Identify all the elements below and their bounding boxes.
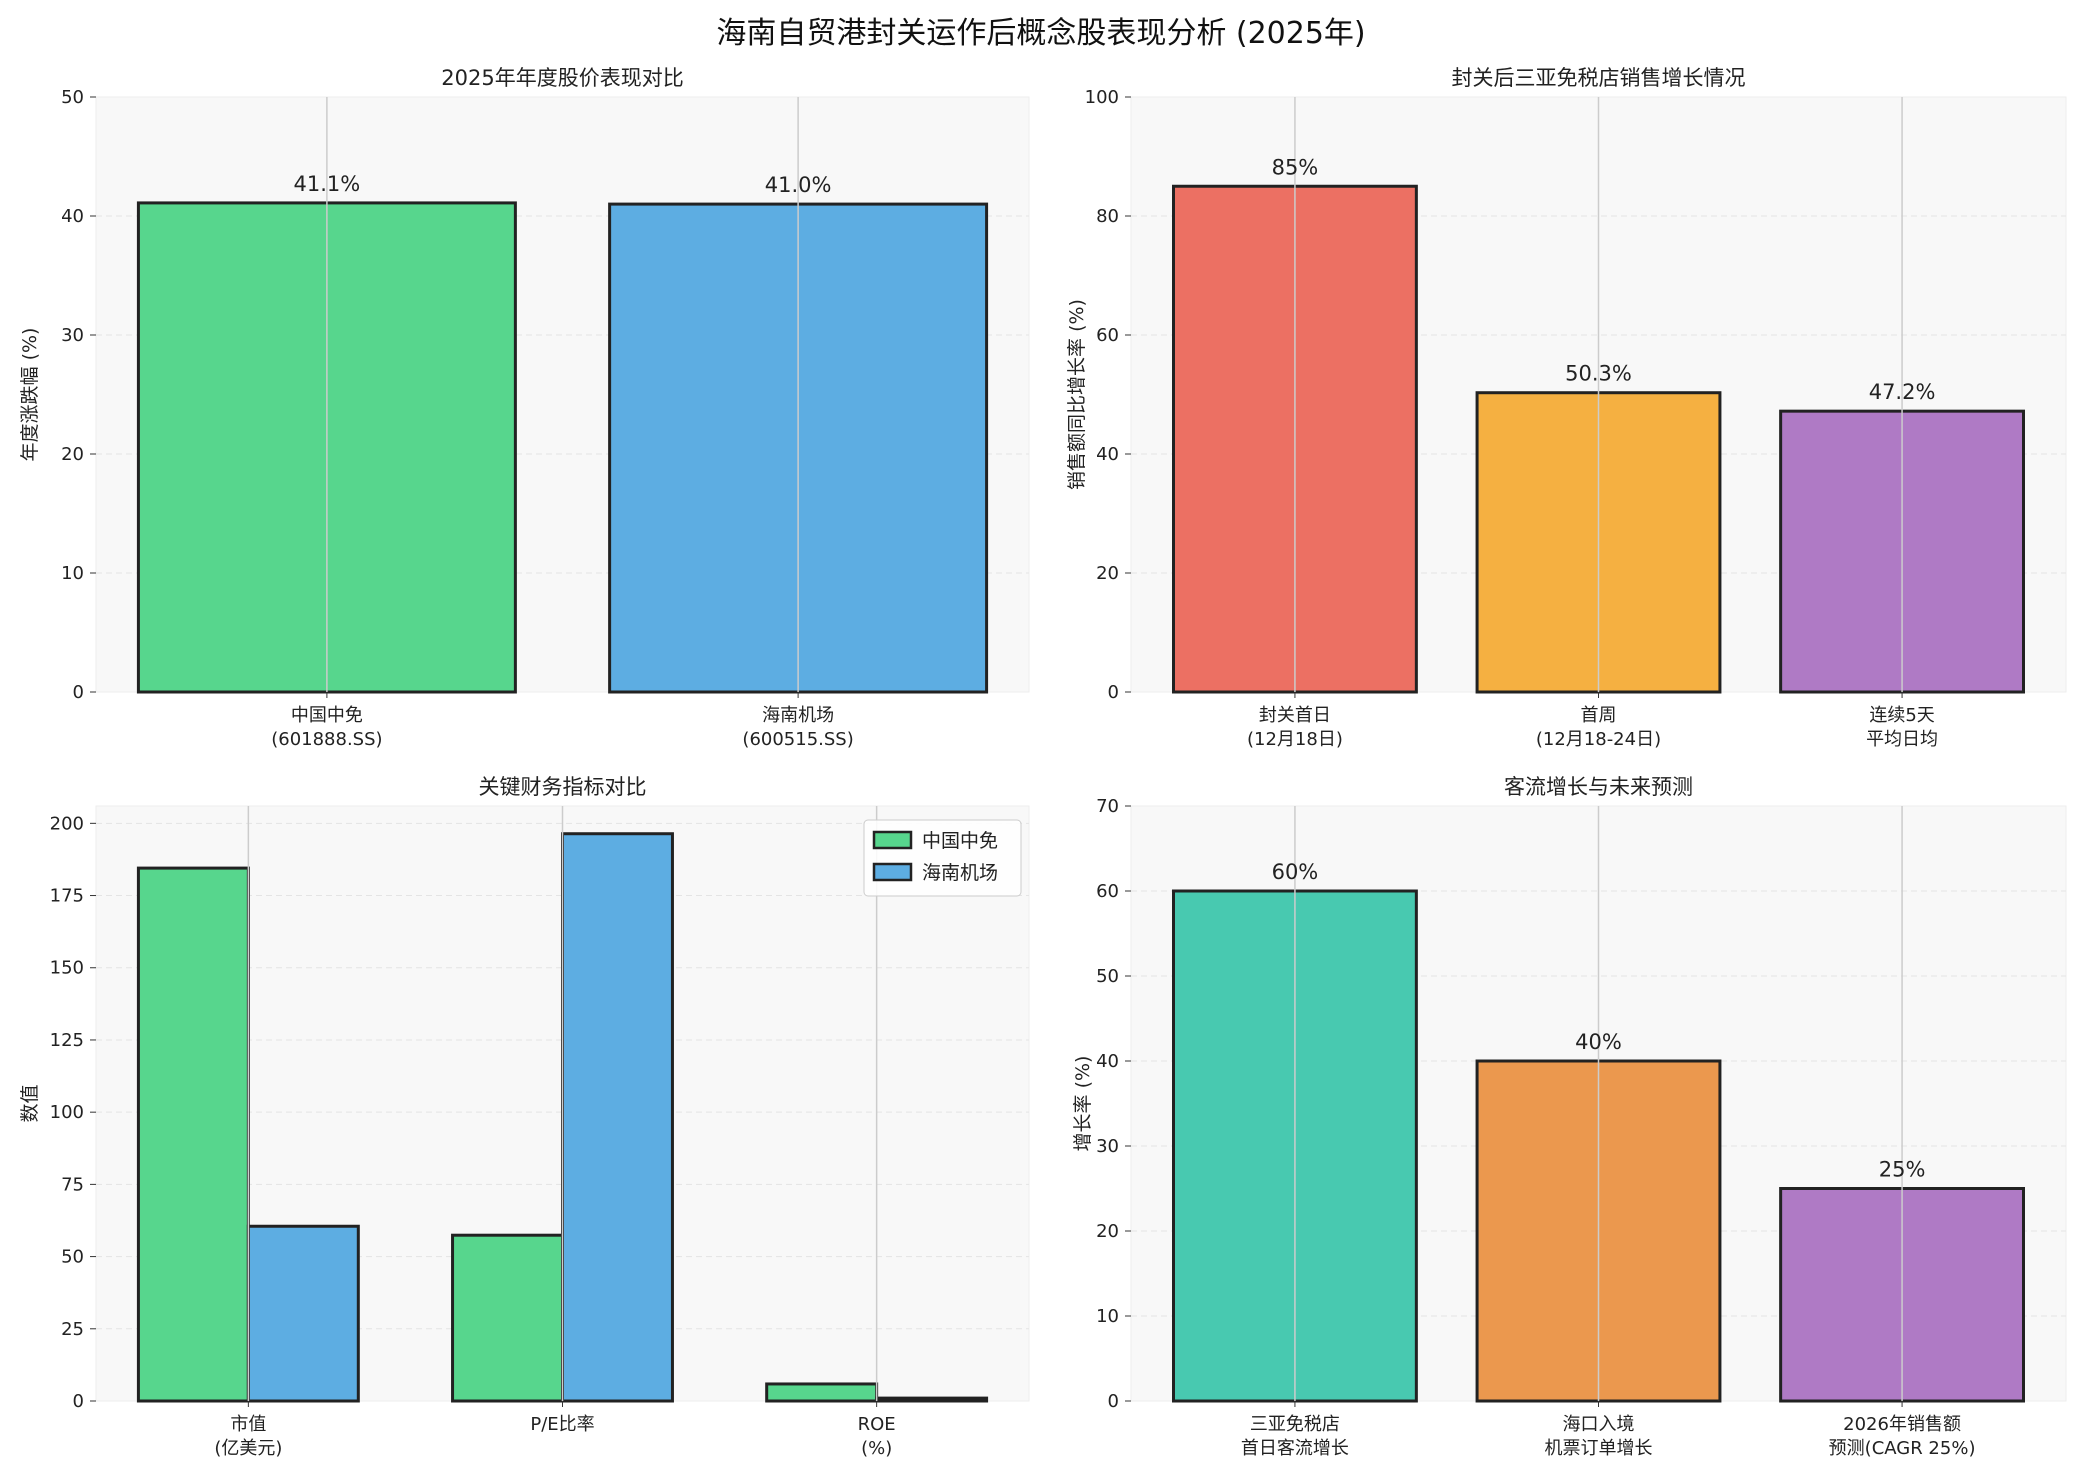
bar-value-label: 85% bbox=[1272, 155, 1319, 179]
y-tick-label: 175 bbox=[50, 886, 84, 907]
chart-title: 2025年年度股价表现对比 bbox=[441, 66, 683, 90]
x-tick-label: (%) bbox=[861, 1438, 892, 1459]
y-tick-label: 40 bbox=[61, 206, 84, 227]
bar-海南机场 bbox=[246, 1224, 360, 1403]
y-axis-label: 数值 bbox=[19, 1084, 41, 1122]
y-tick-label: 20 bbox=[1096, 563, 1119, 584]
chart-title: 关键财务指标对比 bbox=[479, 775, 647, 799]
legend-label: 海南机场 bbox=[922, 862, 998, 884]
x-tick-label: 市值 bbox=[230, 1414, 266, 1435]
bar-value-label: 41.1% bbox=[294, 172, 361, 196]
y-tick-label: 125 bbox=[50, 1030, 84, 1051]
x-tick-label: (12月18-24日) bbox=[1536, 729, 1661, 750]
chart-title: 封关后三亚免税店销售增长情况 bbox=[1452, 66, 1746, 90]
y-axis-label: 销售额同比增长率 (%) bbox=[1066, 299, 1088, 490]
y-tick-label: 60 bbox=[1096, 325, 1119, 346]
y-tick-label: 10 bbox=[61, 563, 84, 584]
figure-title: 海南自贸港封关运作后概念股表现分析 (2025年) bbox=[716, 16, 1366, 51]
bar-中国中免 bbox=[451, 1233, 564, 1403]
y-tick-label: 0 bbox=[73, 1391, 84, 1412]
bars bbox=[136, 832, 989, 1403]
bar-海南机场 bbox=[875, 1396, 989, 1403]
x-tick-label: 封关首日 bbox=[1259, 705, 1331, 726]
x-tick-label: 首日客流增长 bbox=[1241, 1438, 1349, 1459]
y-tick-label: 40 bbox=[1096, 444, 1119, 465]
bar-value-label: 40% bbox=[1575, 1030, 1622, 1054]
x-tick-label: 2026年销售额 bbox=[1843, 1414, 1961, 1435]
y-tick-label: 30 bbox=[1096, 1136, 1119, 1157]
y-tick-label: 0 bbox=[1108, 682, 1119, 703]
x-tick-label: 海口入境 bbox=[1563, 1414, 1635, 1435]
bar-value-label: 25% bbox=[1879, 1158, 1926, 1182]
bar-value-label: 50.3% bbox=[1565, 362, 1632, 386]
x-tick-label: 中国中免 bbox=[291, 705, 363, 726]
x-tick-label: 海南机场 bbox=[762, 705, 834, 726]
y-tick-label: 75 bbox=[61, 1174, 84, 1195]
x-tick-label: ROE bbox=[858, 1414, 896, 1435]
y-tick-label: 50 bbox=[61, 1247, 84, 1268]
x-tick-label: P/E比率 bbox=[530, 1414, 594, 1435]
bar-中国中免 bbox=[765, 1382, 879, 1403]
y-tick-label: 60 bbox=[1096, 881, 1119, 902]
x-tick-label: 连续5天 bbox=[1869, 705, 1934, 726]
y-tick-label: 40 bbox=[1096, 1051, 1119, 1072]
y-tick-label: 20 bbox=[1096, 1221, 1119, 1242]
y-tick-label: 0 bbox=[1108, 1391, 1119, 1412]
y-tick-label: 20 bbox=[61, 444, 84, 465]
legend bbox=[863, 819, 1022, 897]
legend-swatch bbox=[872, 830, 913, 850]
chart-panel-3 bbox=[90, 805, 1030, 1407]
y-tick-label: 50 bbox=[1096, 966, 1119, 987]
x-tick-label: 机票订单增长 bbox=[1545, 1438, 1653, 1459]
bar-value-label: 47.2% bbox=[1869, 380, 1936, 404]
bar-value-label: 41.0% bbox=[765, 173, 832, 197]
y-tick-label: 25 bbox=[61, 1319, 84, 1340]
x-tick-label: (12月18日) bbox=[1247, 729, 1343, 750]
x-tick-label: 平均日均 bbox=[1866, 729, 1938, 750]
legend-label: 中国中免 bbox=[922, 830, 998, 852]
bar-value-label: 60% bbox=[1272, 860, 1319, 884]
y-axis-label: 增长率 (%) bbox=[1072, 1056, 1094, 1152]
y-tick-label: 100 bbox=[1085, 87, 1119, 108]
y-axis-label: 年度涨跌幅 (%) bbox=[19, 328, 41, 462]
y-tick-label: 70 bbox=[1096, 796, 1119, 817]
bar-海南机场 bbox=[561, 832, 674, 1403]
x-tick-label: (亿美元) bbox=[214, 1438, 282, 1459]
legend-swatch bbox=[872, 862, 913, 882]
chart-title: 客流增长与未来预测 bbox=[1504, 775, 1693, 799]
x-tick-label: (600515.SS) bbox=[742, 729, 853, 750]
chart-panel-4 bbox=[1125, 805, 2067, 1407]
y-tick-label: 30 bbox=[61, 325, 84, 346]
y-tick-label: 80 bbox=[1096, 206, 1119, 227]
chart-panel-2 bbox=[1125, 96, 2067, 698]
bar-中国中免 bbox=[136, 866, 250, 1403]
y-tick-label: 50 bbox=[61, 87, 84, 108]
x-tick-label: 首周 bbox=[1581, 705, 1617, 726]
x-tick-label: 三亚免税店 bbox=[1250, 1414, 1340, 1435]
x-tick-label: 预测(CAGR 25%) bbox=[1829, 1438, 1976, 1459]
y-tick-label: 0 bbox=[73, 682, 84, 703]
y-tick-label: 100 bbox=[50, 1102, 84, 1123]
y-tick-label: 150 bbox=[50, 958, 84, 979]
chart-panel-1 bbox=[90, 96, 1030, 698]
y-tick-label: 200 bbox=[50, 813, 84, 834]
y-tick-label: 10 bbox=[1096, 1306, 1119, 1327]
x-tick-label: (601888.SS) bbox=[271, 729, 382, 750]
